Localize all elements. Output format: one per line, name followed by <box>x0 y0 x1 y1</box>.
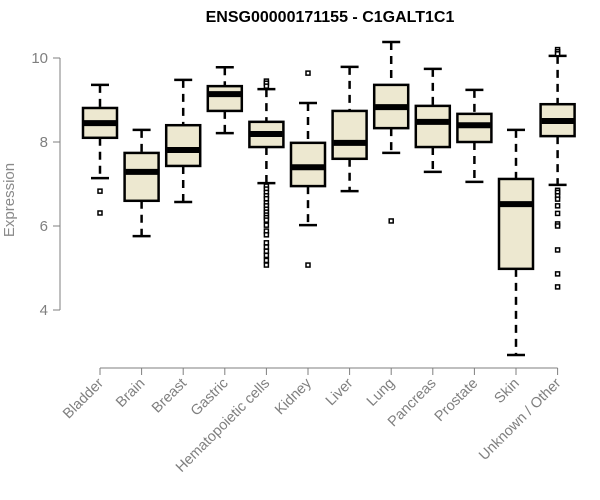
outlier-point <box>263 244 270 250</box>
box <box>123 151 160 203</box>
box-group <box>372 40 410 224</box>
outlier-point <box>263 248 270 254</box>
outlier-point <box>554 203 561 209</box>
box-group <box>414 67 452 174</box>
box-group <box>331 65 368 193</box>
outlier-point <box>263 195 270 202</box>
outlier-point <box>97 210 103 216</box>
y-tick-label: 8 <box>40 134 48 151</box>
y-axis: 4 6 8 10 <box>31 50 61 319</box>
x-tick-label: Skin <box>492 376 523 407</box>
boxes <box>81 40 576 357</box>
box <box>414 104 452 149</box>
box <box>206 84 244 113</box>
outlier-point <box>263 257 270 264</box>
outlier-point <box>305 70 311 76</box>
box <box>164 123 202 168</box>
box-group <box>206 65 244 135</box>
x-tick-label: Kidney <box>272 375 315 418</box>
outlier-point <box>554 51 561 57</box>
outlier-point <box>305 262 311 268</box>
y-tick-label: 4 <box>40 302 48 319</box>
outlier-point <box>554 247 561 253</box>
x-tick-label: Breast <box>149 376 190 417</box>
box-group <box>456 88 493 184</box>
x-tick-label: Prostate <box>432 376 481 425</box>
outlier-point <box>554 223 561 229</box>
x-tick-label: Liver <box>323 375 357 409</box>
outlier-point <box>388 218 394 224</box>
box <box>331 109 368 161</box>
box-group <box>539 46 576 290</box>
box-group <box>123 128 160 238</box>
box-group <box>81 83 119 216</box>
outlier-point <box>263 262 270 268</box>
x-tick-label: Bladder <box>60 375 107 422</box>
outlier-point <box>263 83 270 89</box>
y-tick-label: 6 <box>40 218 48 235</box>
box-group <box>289 70 327 268</box>
outlier-point <box>263 222 270 228</box>
x-tick-label: Lung <box>364 376 398 410</box>
y-axis-label: Expression <box>1 163 18 237</box>
box-group <box>497 128 535 357</box>
chart-title: ENSG00000171155 - C1GALT1C1 <box>206 9 455 26</box>
y-tick-label: 10 <box>31 50 48 67</box>
outlier-point <box>263 252 270 259</box>
outlier-point <box>554 196 561 202</box>
box <box>497 177 535 271</box>
box-group <box>164 78 202 204</box>
x-tick-label: Brain <box>113 376 148 411</box>
outlier-point <box>263 232 270 238</box>
outlier-point <box>554 210 561 217</box>
outlier-point <box>263 240 270 246</box>
outlier-point <box>554 284 561 290</box>
outlier-point <box>97 188 103 194</box>
outlier-point <box>263 217 270 223</box>
box-group <box>248 78 285 268</box>
outlier-point <box>554 271 561 277</box>
